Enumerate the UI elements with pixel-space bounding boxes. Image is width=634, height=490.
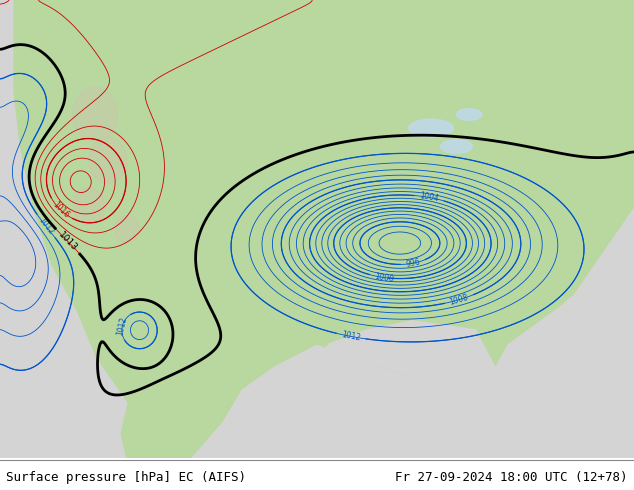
Polygon shape	[0, 0, 127, 458]
Ellipse shape	[409, 119, 453, 138]
Ellipse shape	[89, 137, 127, 183]
Text: 1016: 1016	[50, 200, 70, 220]
Polygon shape	[13, 0, 634, 458]
Text: 1004: 1004	[419, 192, 439, 204]
Text: 1000: 1000	[374, 271, 395, 284]
Text: 1012: 1012	[37, 216, 55, 237]
Ellipse shape	[114, 215, 139, 243]
Ellipse shape	[441, 140, 472, 153]
Text: Fr 27-09-2024 18:00 UTC (12+78): Fr 27-09-2024 18:00 UTC (12+78)	[395, 471, 628, 485]
Text: 1012: 1012	[116, 316, 129, 337]
Text: Surface pressure [hPa] EC (AIFS): Surface pressure [hPa] EC (AIFS)	[6, 471, 247, 485]
Ellipse shape	[73, 188, 105, 224]
Text: 1013: 1013	[56, 230, 79, 252]
Text: 996: 996	[405, 257, 421, 269]
Polygon shape	[380, 275, 634, 458]
Text: 1008: 1008	[449, 293, 470, 307]
Polygon shape	[317, 321, 495, 390]
Ellipse shape	[456, 109, 482, 120]
Text: 1012: 1012	[341, 330, 361, 343]
Ellipse shape	[73, 87, 117, 142]
